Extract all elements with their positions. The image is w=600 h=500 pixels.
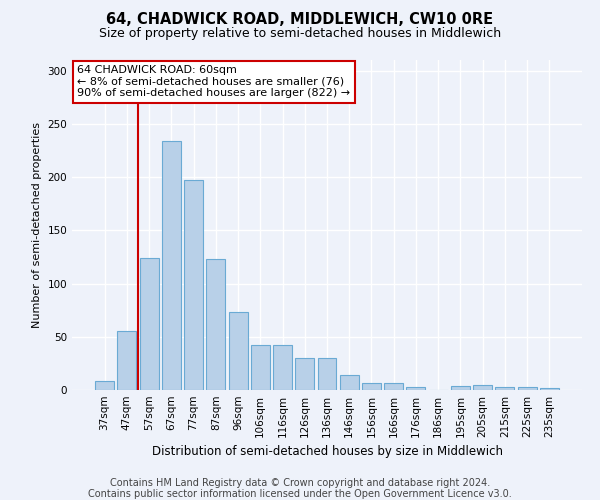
Bar (451, 386, 470, 390)
Bar (384, 382, 403, 390)
Bar (406, 387, 425, 390)
Bar (362, 382, 381, 390)
Bar (295, 358, 314, 390)
Text: Size of property relative to semi-detached houses in Middlewich: Size of property relative to semi-detach… (99, 28, 501, 40)
Text: 64 CHADWICK ROAD: 60sqm
← 8% of semi-detached houses are smaller (76)
90% of sem: 64 CHADWICK ROAD: 60sqm ← 8% of semi-det… (77, 65, 350, 98)
Bar (206, 259, 225, 390)
Text: 64, CHADWICK ROAD, MIDDLEWICH, CW10 0RE: 64, CHADWICK ROAD, MIDDLEWICH, CW10 0RE (106, 12, 494, 28)
X-axis label: Distribution of semi-detached houses by size in Middlewich: Distribution of semi-detached houses by … (151, 446, 503, 458)
Bar (162, 141, 181, 390)
Bar (95, 382, 114, 390)
Text: Contains HM Land Registry data © Crown copyright and database right 2024.: Contains HM Land Registry data © Crown c… (110, 478, 490, 488)
Bar (229, 312, 248, 390)
Bar (317, 358, 337, 390)
Bar (184, 180, 203, 390)
Bar (540, 388, 559, 390)
Bar (140, 258, 158, 390)
Bar (496, 387, 514, 390)
Y-axis label: Number of semi-detached properties: Number of semi-detached properties (32, 122, 42, 328)
Bar (251, 346, 270, 390)
Bar (473, 384, 492, 390)
Bar (340, 375, 359, 390)
Bar (518, 387, 536, 390)
Bar (118, 332, 136, 390)
Bar (273, 346, 292, 390)
Text: Contains public sector information licensed under the Open Government Licence v3: Contains public sector information licen… (88, 489, 512, 499)
